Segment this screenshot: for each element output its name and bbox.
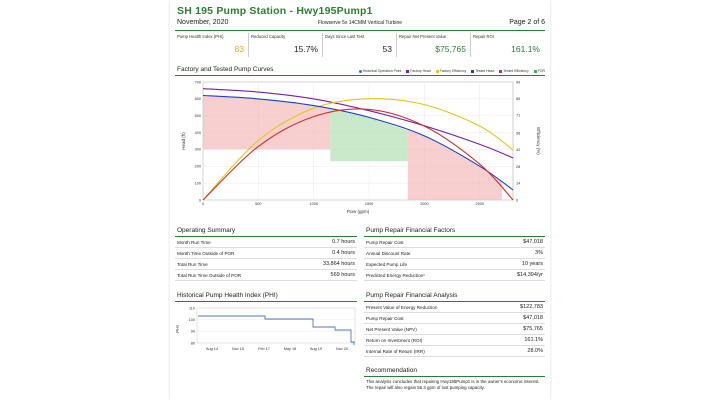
high-flow-zone	[407, 130, 502, 200]
tested-efficiency-line	[202, 108, 514, 201]
x-tick-label: 0	[202, 202, 204, 206]
factory-head-line	[202, 88, 514, 159]
kpi-label: Pump Health Index (PHI)	[177, 34, 224, 39]
phi-history-title: Historical Pump Health Index (PHI)	[177, 292, 278, 299]
phi-plot-area	[196, 307, 356, 344]
y2-tick-label: 71	[516, 114, 520, 118]
recommendation-text: This analysis concludes that repairing H…	[366, 379, 540, 390]
phi-x-tick: Nov 15	[232, 347, 244, 351]
report-page: SH 195 Pump Station - Hwy195Pump1 Novemb…	[170, 0, 550, 400]
phi-history-chart: PHI 110 100 90 80 Aug 14 Nov 15 Feb 17 May 18 Au…	[175, 306, 356, 351]
y2-tick-label: 42	[516, 148, 520, 152]
phi-x-tick: Nov 20	[336, 347, 348, 351]
table-row: Total Run Time Outside of POR 569 hours	[175, 270, 357, 281]
phi-x-tick: Aug 19	[310, 347, 322, 351]
table-row: Annual Discount Rate 3%	[364, 248, 545, 259]
kpi-label: Repair ROI	[473, 34, 494, 39]
kpi-label: Repair Net Present Value	[399, 34, 447, 39]
kpi-value: 161.1%	[511, 44, 540, 54]
x-tick-label: 1000	[309, 202, 317, 206]
recommendation-title: Recommendation	[366, 367, 417, 374]
table-row: Expected Pump Life 10 years	[364, 259, 545, 270]
table-row: Pump Repair Cost $47,018	[364, 313, 545, 324]
y-tick-label: 600	[195, 97, 201, 101]
kpi-value: 15.7%	[293, 44, 318, 54]
legend-item: POR	[533, 69, 545, 73]
kpi-repair-roi: Repair ROI 161.1%	[471, 31, 545, 59]
phi-y-tick: 100	[189, 318, 195, 322]
y2-tick-label: 56	[516, 132, 520, 136]
y-tick-label: 0	[199, 198, 201, 202]
kpi-phi: Pump Health Index (PHI) 83	[175, 31, 249, 59]
y-tick-label: 700	[195, 80, 201, 84]
financial-analysis-table: Present Value of Energy Reduction $122,78…	[364, 302, 545, 357]
x-tick-label: 500	[255, 202, 261, 206]
y-tick-label: 200	[195, 165, 201, 169]
phi-axis-label: PHI	[175, 325, 180, 333]
legend-item: Historical Operation Point	[358, 69, 401, 73]
kpi-label: Days Since Last Test	[325, 34, 365, 39]
kpi-repair-npv: Repair Net Present Value $75,765	[397, 31, 471, 59]
pump-curve-chart: 0 500 1000 1500 2000 2500 0 100 200 300 400 500 600 7…	[181, 80, 541, 214]
table-row: Net Present Value (NPV) $75,765	[364, 324, 545, 335]
table-row: Pump Repair Cost $47,018	[364, 237, 545, 248]
legend-item: Factory Efficiency	[435, 69, 466, 73]
table-row: Return on Investment (ROI) 161.1%	[364, 335, 545, 346]
y2-axis-label: Efficiency (%)	[536, 127, 541, 155]
legend-item: Factory Head	[406, 69, 431, 73]
phi-history-line	[198, 315, 355, 345]
legend-item: Tested Head	[471, 69, 494, 73]
x-tick-label: 2500	[476, 202, 484, 206]
pump-model: Flowserve 5x 14CMM Vertical Turbine	[317, 20, 403, 26]
table-row: Month Run Time 0.7 hours	[175, 237, 357, 248]
x-tick-label: 2000	[420, 202, 428, 206]
table-row: Internal Rate of Return (IRR) 28.0%	[364, 346, 545, 357]
phi-y-tick: 90	[191, 330, 195, 334]
operating-summary-table: Month Run Time 0.7 hours Month Time Outsi…	[175, 237, 357, 281]
table-row: Present Value of Energy Reduction $122,78…	[364, 302, 545, 313]
phi-x-tick: Feb 17	[258, 347, 270, 351]
y-tick-label: 100	[195, 181, 201, 185]
page-number: Page 2 of 6	[509, 19, 545, 26]
phi-y-tick: 110	[189, 306, 195, 310]
pump-curves-title: Factory and Tested Pump Curves	[177, 66, 274, 73]
phi-x-tick: Aug 14	[206, 347, 218, 351]
low-flow-zone	[203, 95, 331, 150]
y2-tick-label: 14	[516, 182, 520, 186]
phi-y-tick: 80	[191, 341, 195, 345]
financial-analysis-title: Pump Repair Financial Analysis	[366, 292, 458, 299]
operating-summary-title: Operating Summary	[177, 227, 236, 234]
kpi-days-since-test: Days Since Last Test 53	[323, 31, 397, 59]
repair-factors-title: Pump Repair Financial Factors	[366, 227, 456, 234]
report-date: November, 2020	[177, 19, 229, 26]
tested-head-line	[202, 94, 514, 191]
y-tick-label: 400	[195, 131, 201, 135]
factory-efficiency-line	[202, 98, 514, 201]
y2-tick-label: 85	[516, 97, 520, 101]
operation-point	[374, 118, 377, 121]
x-tick-label: 1500	[365, 202, 373, 206]
kpi-value: 53	[382, 44, 392, 54]
y-tick-label: 500	[195, 114, 201, 118]
kpi-row: Pump Health Index (PHI) 83 Reduced Capac…	[175, 30, 545, 59]
y2-tick-label: 0	[516, 198, 518, 202]
kpi-value: $75,765	[435, 44, 466, 54]
por-zone	[330, 109, 408, 162]
y-tick-label: 300	[195, 148, 201, 152]
report-title: SH 195 Pump Station - Hwy195Pump1	[177, 5, 373, 17]
kpi-value: 83	[234, 44, 244, 54]
y-axis-label: Head (ft)	[181, 132, 186, 150]
table-row: Month Time Outside of POR 0.4 hours	[175, 248, 357, 259]
kpi-reduced-capacity: Reduced Capacity 15.7%	[249, 31, 323, 59]
table-row: Total Run Time 33,864 hours	[175, 259, 357, 270]
y2-tick-label: 28	[516, 165, 520, 169]
repair-factors-table: Pump Repair Cost $47,018 Annual Discount …	[364, 237, 545, 281]
chart-legend: Historical Operation Point Factory Head …	[355, 69, 545, 73]
legend-item: Tested Efficiency	[499, 69, 529, 73]
y2-tick-label: 99	[516, 80, 520, 84]
kpi-label: Reduced Capacity	[251, 34, 286, 39]
x-axis-label: Flow (gpm)	[347, 209, 370, 214]
table-row: Predicted Energy Reduction¹ $14,394/yr	[364, 270, 545, 281]
phi-x-tick: May 18	[284, 347, 296, 351]
